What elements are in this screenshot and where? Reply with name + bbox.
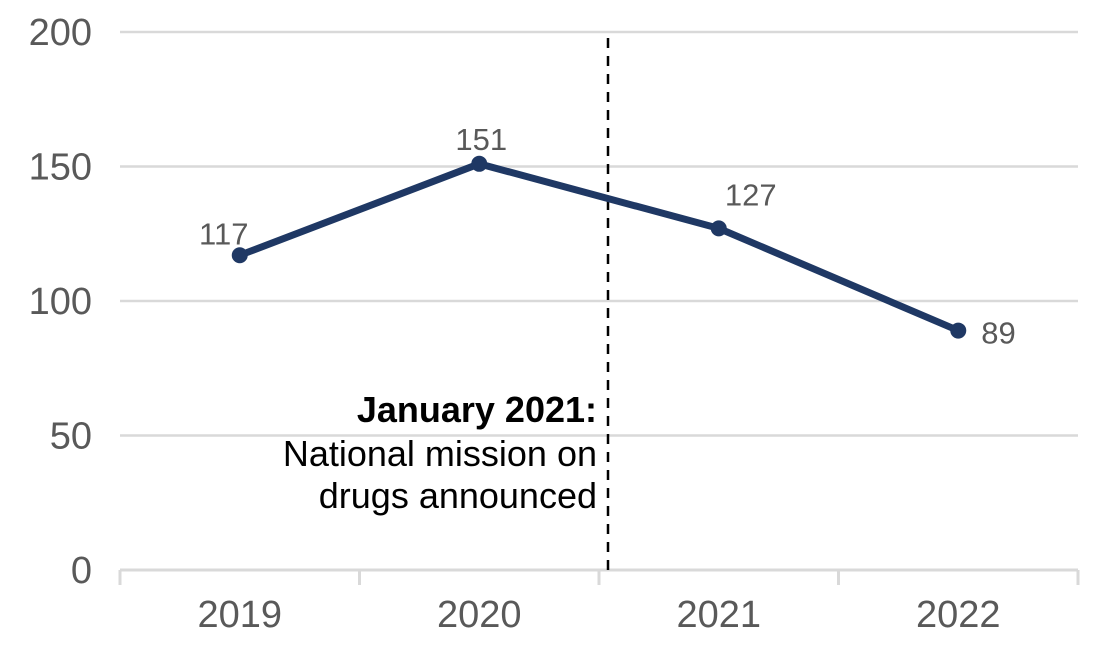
x-axis-tick-label: 2021	[676, 594, 761, 636]
data-point-marker	[231, 247, 248, 264]
data-point-label: 89	[981, 316, 1015, 351]
x-axis-tick-label: 2022	[916, 594, 1001, 636]
y-axis-tick-label: 200	[29, 12, 92, 54]
y-axis-tick-label: 0	[71, 550, 92, 592]
data-point-label: 117	[199, 216, 248, 251]
data-point-label: 151	[455, 122, 507, 157]
y-axis-tick-label: 50	[50, 416, 92, 458]
data-point-marker	[950, 322, 967, 339]
annotation-line: National mission on	[283, 433, 597, 474]
data-point-marker	[471, 155, 488, 172]
trend-line	[236, 160, 962, 335]
annotation-line: drugs announced	[319, 475, 597, 516]
x-axis-tick-label: 2019	[197, 594, 282, 636]
y-axis-tick-label: 100	[29, 281, 92, 323]
data-point-label: 127	[725, 177, 777, 212]
data-point-marker	[710, 220, 727, 237]
x-axis-tick-label: 2020	[437, 594, 522, 636]
annotation-line: January 2021:	[357, 389, 597, 430]
y-axis-tick-label: 150	[29, 147, 92, 189]
